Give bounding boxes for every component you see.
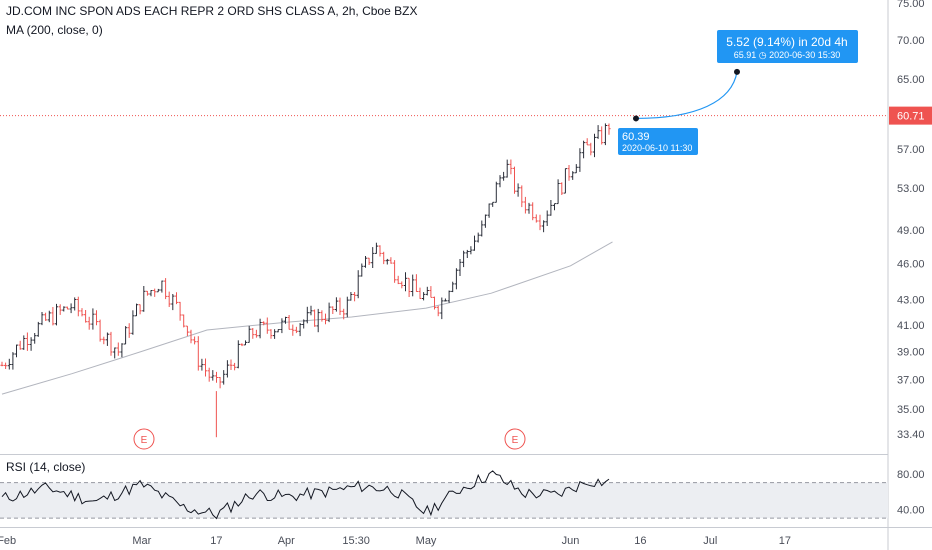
price-tick-label: 33.40 — [897, 429, 925, 441]
price-tick-label: 39.00 — [897, 346, 925, 358]
price-tick-label: 70.00 — [897, 35, 925, 47]
projection-target-dot — [734, 68, 740, 75]
price-tick-label: 46.00 — [897, 258, 925, 270]
projection-origin-dot — [633, 115, 639, 122]
time-tick-label: 17 — [779, 535, 791, 547]
time-tick-label: 17 — [210, 535, 222, 547]
price-tick-label: 49.00 — [897, 225, 925, 237]
price-tick-label: 41.00 — [897, 320, 925, 332]
rsi-pane: 80.00 40.00 — [0, 469, 925, 520]
price-tick-label: 65.00 — [897, 74, 925, 86]
earnings-marker-label: E — [141, 435, 148, 446]
price-tick-label: 37.00 — [897, 374, 925, 386]
price-tick-label: 53.00 — [897, 183, 925, 195]
projection-origin-price: 60.39 — [622, 131, 650, 143]
earnings-marker-label: E — [512, 435, 519, 446]
time-tick-label: Jul — [703, 535, 717, 547]
projection-headline: 5.52 (9.14%) in 20d 4h — [726, 35, 847, 49]
earnings-marker-circle — [504, 428, 526, 450]
ma-legend[interactable]: MA (200, close, 0) — [6, 23, 103, 37]
moving-average-layer — [1, 241, 613, 395]
projection-origin-time: 2020-06-10 11:30 — [622, 143, 692, 153]
projection-target-line: 65.91 ◷ 2020-06-30 15:30 — [734, 50, 840, 60]
price-tick-label: 43.00 — [897, 294, 925, 306]
ma-200-line — [1, 241, 613, 395]
price-axis[interactable]: 75.00 70.00 65.00 57.00 53.00 49.00 46.00 43.00… — [889, 0, 932, 441]
time-tick-label: Apr — [278, 535, 295, 547]
rsi-tick-label: 40.00 — [897, 504, 925, 516]
price-tick-label: 57.00 — [897, 144, 925, 156]
chart-title: JD.COM INC SPON ADS EACH REPR 2 ORD SHS … — [6, 4, 418, 18]
time-axis[interactable]: Feb Mar 17 Apr 15:30 May Jun 16 Jul 17 — [0, 535, 791, 547]
rsi-legend[interactable]: RSI (14, close) — [6, 460, 86, 474]
rsi-tick-label: 80.00 — [897, 469, 925, 481]
projection-curve — [635, 71, 738, 120]
time-tick-label: May — [416, 535, 437, 547]
earnings-marker-circle — [133, 428, 155, 450]
price-tick-label: 75.00 — [897, 0, 925, 10]
projection-origin-box — [618, 128, 698, 155]
time-tick-label: 15:30 — [342, 535, 370, 547]
rsi-line — [1, 470, 610, 520]
price-tick-label: 35.00 — [897, 404, 925, 416]
price-bars — [0, 123, 611, 438]
time-tick-label: Jun — [562, 535, 580, 547]
time-tick-label: Feb — [0, 535, 16, 547]
last-price-label: 60.71 — [897, 111, 925, 123]
time-tick-label: 16 — [634, 535, 646, 547]
time-tick-label: Mar — [132, 535, 151, 547]
projection-summary-box — [717, 30, 858, 63]
last-price-tag — [889, 106, 932, 125]
